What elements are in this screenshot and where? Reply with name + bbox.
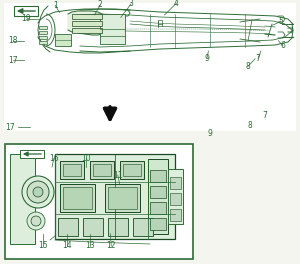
Bar [150, 218, 166, 230]
Text: 17: 17 [8, 55, 18, 65]
Bar [170, 177, 181, 189]
Text: 7: 7 [256, 54, 260, 63]
Text: 8: 8 [245, 62, 250, 71]
Bar [58, 218, 78, 236]
Circle shape [31, 216, 41, 226]
Bar [72, 28, 102, 33]
Bar [90, 161, 114, 179]
Bar [170, 209, 181, 221]
Bar [72, 14, 102, 19]
Polygon shape [68, 11, 105, 35]
Bar [168, 169, 183, 224]
Bar [170, 193, 181, 205]
Bar [93, 164, 111, 176]
Text: 3: 3 [129, 0, 134, 8]
Bar [4, 3, 296, 131]
Bar [83, 218, 103, 236]
Bar [120, 161, 144, 179]
Bar [108, 187, 137, 209]
Bar [100, 14, 125, 44]
Text: 19: 19 [21, 14, 31, 23]
Bar [150, 186, 166, 198]
Text: 12: 12 [106, 241, 116, 250]
Bar [148, 159, 168, 234]
Bar [39, 41, 47, 44]
Bar [60, 161, 84, 179]
Bar [150, 170, 166, 182]
Bar [5, 144, 193, 259]
Text: 10: 10 [81, 154, 91, 163]
Circle shape [27, 212, 45, 230]
Bar [150, 202, 166, 214]
Bar [105, 184, 140, 212]
FancyBboxPatch shape [14, 6, 38, 16]
Bar [63, 187, 92, 209]
Text: 15: 15 [38, 241, 47, 250]
Bar [39, 31, 47, 34]
Text: 5: 5 [278, 17, 283, 26]
Bar [133, 218, 153, 236]
Text: 16: 16 [49, 154, 59, 163]
Text: 11: 11 [113, 171, 123, 180]
Text: 4: 4 [174, 0, 179, 8]
Text: 18: 18 [8, 36, 17, 45]
Text: 9: 9 [205, 54, 209, 63]
Text: 6: 6 [280, 41, 285, 50]
Text: 17: 17 [5, 122, 15, 131]
Circle shape [22, 176, 54, 208]
Bar [10, 154, 35, 244]
Bar [39, 26, 47, 29]
Circle shape [27, 181, 49, 203]
Bar [55, 154, 175, 239]
Text: 2: 2 [98, 0, 103, 9]
Bar [123, 164, 141, 176]
Text: 8: 8 [248, 121, 252, 130]
Bar [72, 21, 102, 26]
Text: 7: 7 [262, 111, 267, 120]
Circle shape [33, 187, 43, 197]
Text: 9: 9 [208, 129, 212, 138]
Bar [60, 184, 95, 212]
Text: 14: 14 [62, 241, 72, 250]
FancyBboxPatch shape [20, 150, 44, 158]
Bar [108, 218, 128, 236]
Text: 1: 1 [53, 1, 58, 10]
Bar [39, 36, 47, 39]
Text: 13: 13 [85, 241, 94, 250]
Bar [55, 34, 71, 46]
Bar [63, 164, 81, 176]
